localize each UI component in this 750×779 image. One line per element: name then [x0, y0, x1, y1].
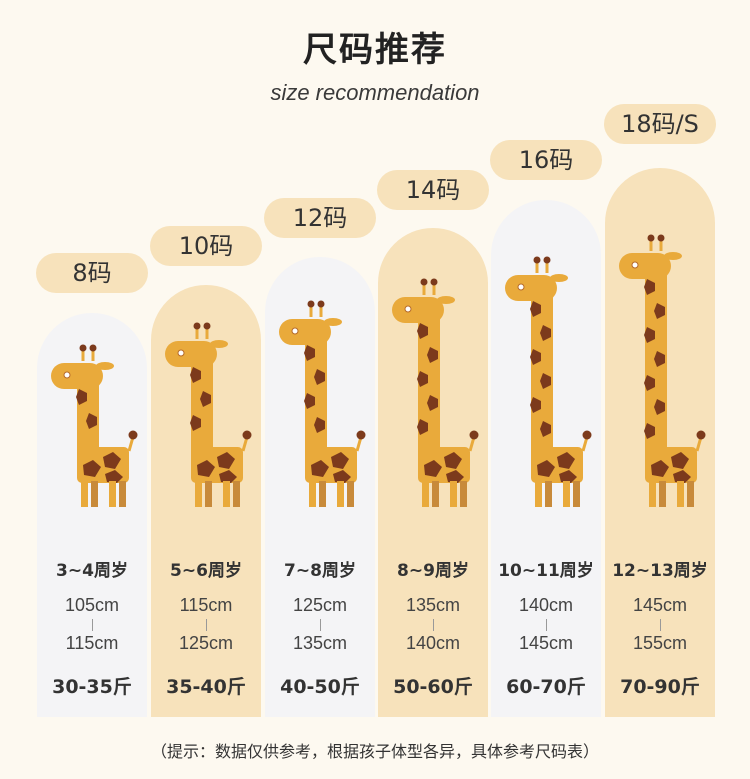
height-max: 145cm: [518, 633, 574, 653]
height-max: 135cm: [292, 633, 348, 653]
height-range-divider: [320, 619, 321, 631]
weight-range: 70-90斤: [620, 676, 700, 698]
weight-range: 50-60斤: [393, 676, 473, 698]
weight-range: 40-50斤: [280, 676, 360, 698]
height-min: 135cm: [405, 595, 461, 615]
page-subtitle: size recommendation: [270, 80, 480, 105]
height-min: 115cm: [179, 595, 233, 615]
age-range: 7~8周岁: [284, 561, 356, 581]
page-title: 尺码推荐: [303, 30, 447, 70]
giraffe-illustration: [619, 234, 706, 507]
giraffe-illustration: [392, 278, 479, 507]
giraffe-illustration: [279, 300, 366, 507]
weight-range: 30-35斤: [52, 676, 132, 698]
size-label: 18码/S: [604, 104, 716, 144]
weight-range: 60-70斤: [506, 676, 586, 698]
age-range: 5~6周岁: [170, 561, 242, 581]
size-label: 16码: [490, 140, 602, 180]
height-min: 140cm: [518, 595, 574, 615]
height-range-divider: [660, 619, 661, 631]
height-range-divider: [92, 619, 93, 631]
giraffe-illustration: [51, 344, 138, 507]
age-range: 12~13周岁: [612, 561, 708, 581]
height-min: 125cm: [292, 595, 348, 615]
height-min: 145cm: [632, 595, 688, 615]
height-max: 115cm: [65, 633, 119, 653]
height-range-divider: [546, 619, 547, 631]
size-label: 8码: [36, 253, 148, 293]
age-range: 10~11周岁: [498, 561, 594, 581]
height-max: 140cm: [405, 633, 461, 653]
size-label: 12码: [264, 198, 376, 238]
age-range: 8~9周岁: [397, 561, 469, 581]
height-min: 105cm: [64, 595, 120, 615]
giraffe-illustration: [505, 256, 592, 507]
giraffe-illustration: [165, 322, 252, 507]
height-range-divider: [433, 619, 434, 631]
size-label: 14码: [377, 170, 489, 210]
age-range: 3~4周岁: [56, 561, 128, 581]
footer-note: （提示：数据仅供参考，根据孩子体型各异，具体参考尺码表）: [150, 742, 599, 761]
height-max: 155cm: [632, 633, 688, 653]
size-label: 10码: [150, 226, 262, 266]
weight-range: 35-40斤: [166, 676, 246, 698]
height-range-divider: [206, 619, 207, 631]
height-max: 125cm: [178, 633, 234, 653]
